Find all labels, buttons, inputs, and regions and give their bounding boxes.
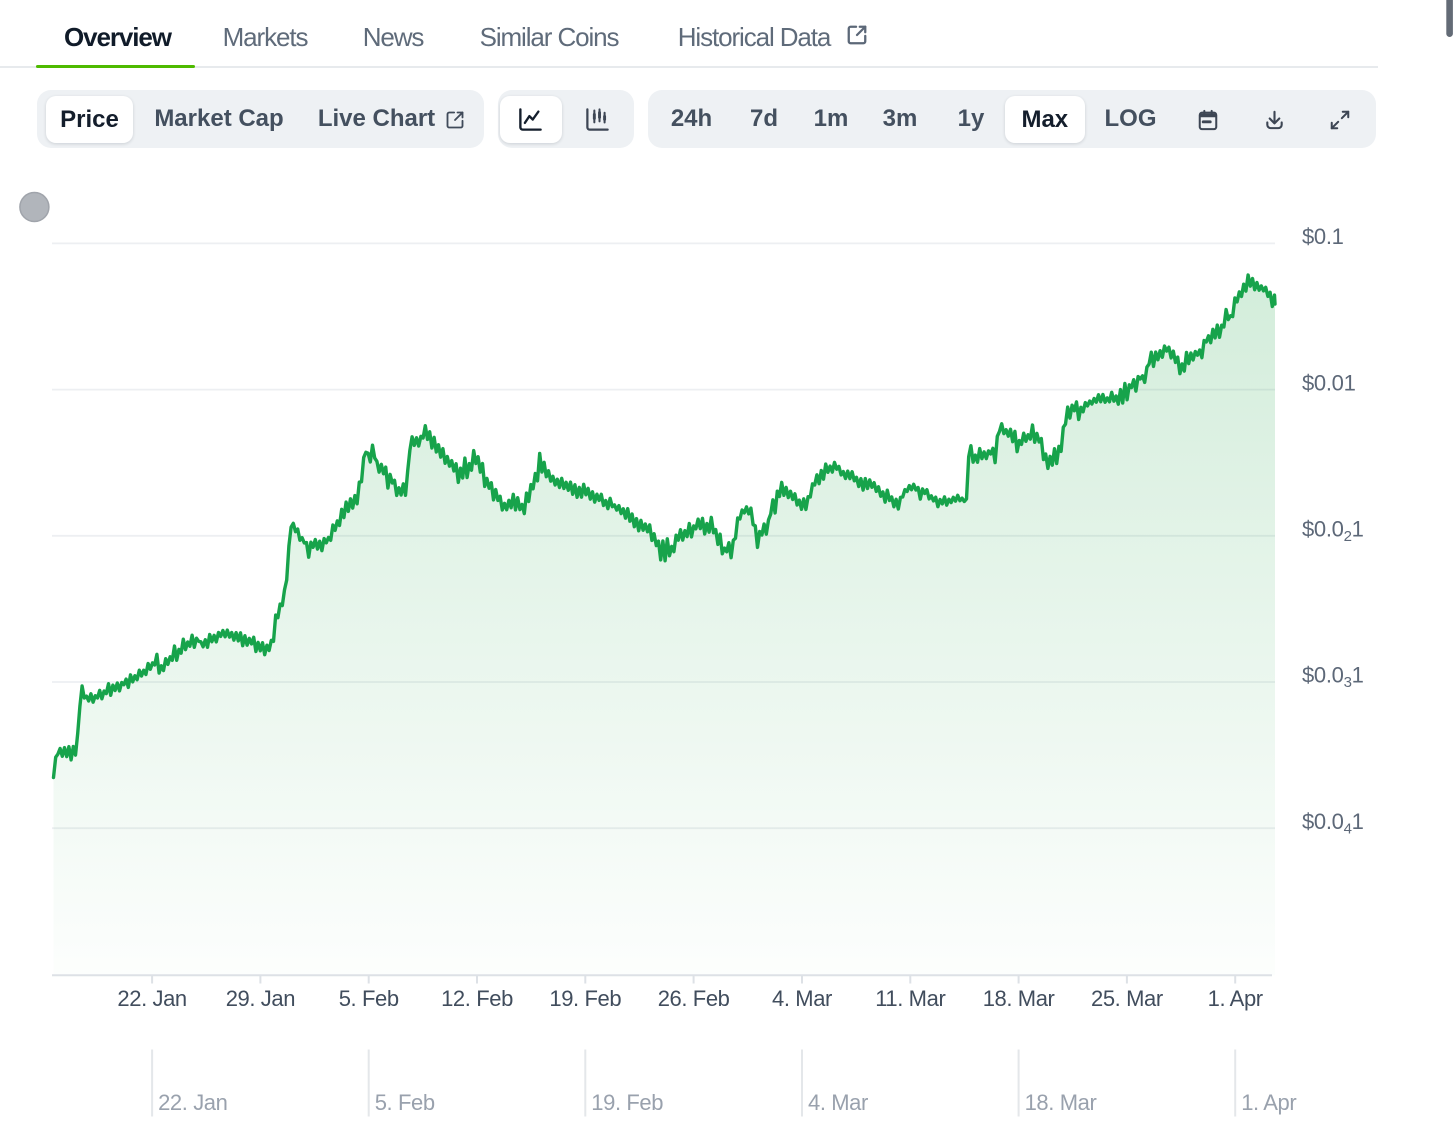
svg-text:$0.1: $0.1 <box>1302 224 1344 249</box>
svg-text:11. Mar: 11. Mar <box>875 986 945 1011</box>
svg-text:12. Feb: 12. Feb <box>441 986 513 1011</box>
svg-text:29. Jan: 29. Jan <box>226 986 295 1011</box>
svg-text:18. Mar: 18. Mar <box>1025 1090 1097 1115</box>
svg-text:19. Feb: 19. Feb <box>549 986 621 1011</box>
svg-text:4. Mar: 4. Mar <box>808 1090 868 1115</box>
svg-text:1. Apr: 1. Apr <box>1208 986 1263 1011</box>
svg-text:19. Feb: 19. Feb <box>591 1090 663 1115</box>
svg-text:4. Mar: 4. Mar <box>772 986 832 1011</box>
svg-text:22. Jan: 22. Jan <box>158 1090 227 1115</box>
svg-text:1. Apr: 1. Apr <box>1241 1090 1296 1115</box>
svg-text:25. Mar: 25. Mar <box>1091 986 1163 1011</box>
svg-text:5. Feb: 5. Feb <box>339 986 399 1011</box>
svg-text:5. Feb: 5. Feb <box>375 1090 435 1115</box>
svg-text:18. Mar: 18. Mar <box>983 986 1055 1011</box>
svg-text:26. Feb: 26. Feb <box>658 986 730 1011</box>
svg-text:22. Jan: 22. Jan <box>117 986 186 1011</box>
svg-text:$0.031: $0.031 <box>1302 663 1364 692</box>
svg-text:$0.01: $0.01 <box>1302 370 1356 395</box>
svg-text:$0.021: $0.021 <box>1302 517 1364 546</box>
svg-text:$0.041: $0.041 <box>1302 809 1364 838</box>
